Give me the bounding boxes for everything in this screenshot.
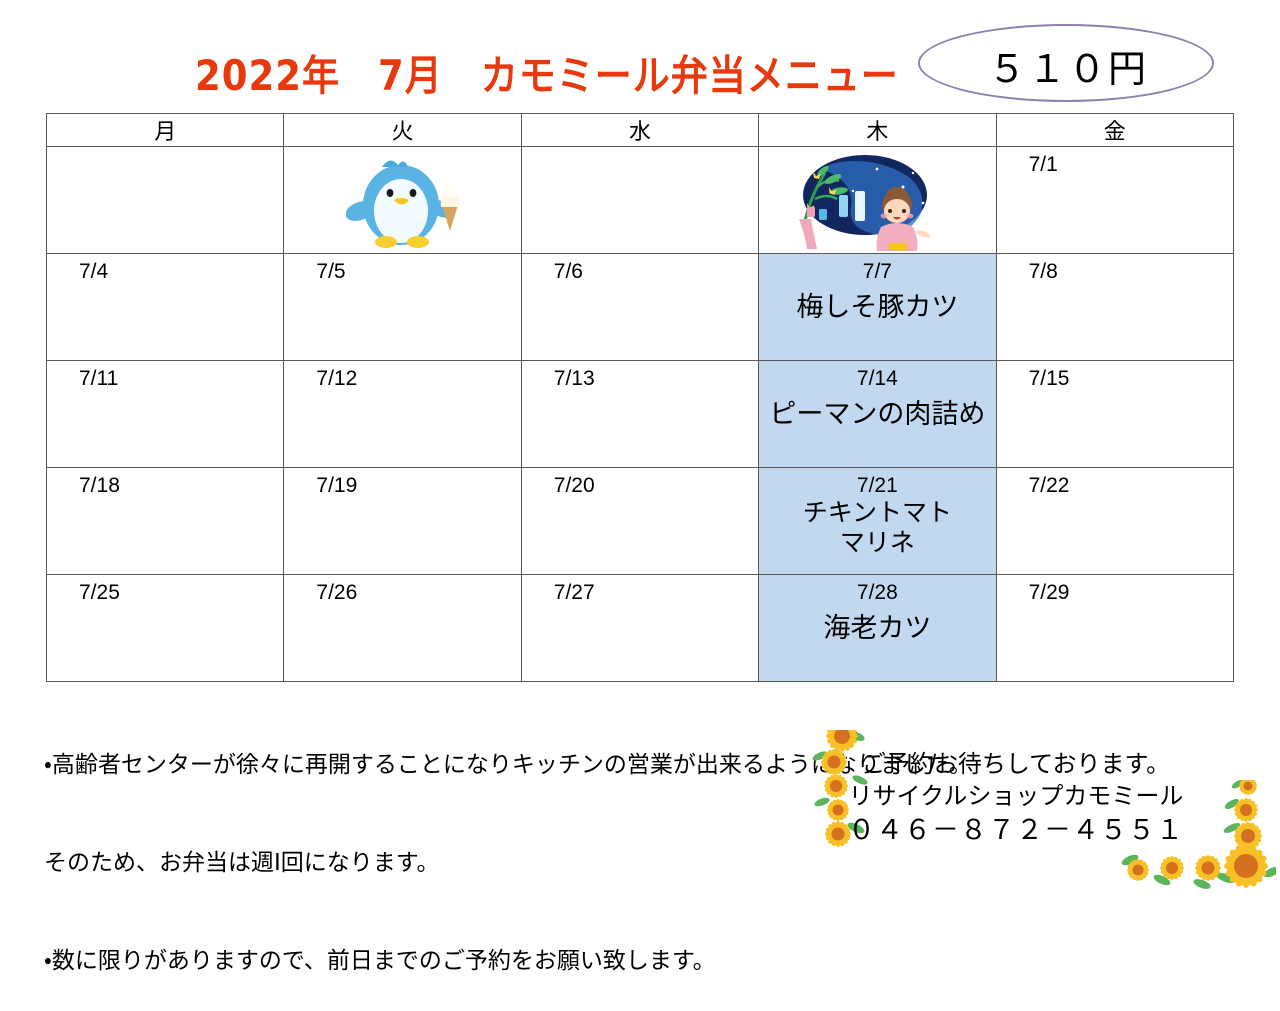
date-label: 7/26 <box>316 581 358 604</box>
calendar-week-row: 7/18 7/19 7/20 7/21 チキントマト マリネ 7/22 <box>45 467 1235 575</box>
note-line-2: そのため、お弁当は週Ⅰ回になります。 <box>44 850 440 877</box>
date-label: 7/20 <box>553 474 595 497</box>
date-label: 7/12 <box>316 367 358 390</box>
calendar-cell[interactable]: 7/25 <box>45 574 285 682</box>
calendar-week-row: 7/11 7/12 7/13 7/14 ピーマンの肉詰め 7/15 <box>45 360 1235 468</box>
date-label: 7/13 <box>553 367 595 390</box>
price-badge: ５１０円 <box>918 24 1214 102</box>
calendar-cell[interactable]: 7/27 <box>520 574 760 682</box>
calendar-cell[interactable]: 7/15 <box>995 360 1235 468</box>
date-label: 7/1 <box>1028 153 1058 176</box>
calendar-week-row: 7/4 7/5 7/6 7/7 梅しそ豚カツ 7/8 <box>45 253 1235 361</box>
date-label: 7/7 <box>862 260 892 283</box>
date-label: 7/22 <box>1028 474 1070 497</box>
date-label: 7/27 <box>553 581 595 604</box>
calendar-cell[interactable]: 7/4 <box>45 253 285 361</box>
note-line-3: ・数に限りがありますので、前日までのご予約をお願い致します。 <box>44 948 716 975</box>
calendar-cell-menu[interactable]: 7/7 梅しそ豚カツ <box>758 253 997 361</box>
date-label: 7/15 <box>1028 367 1070 390</box>
menu-item-name: ピーマンの肉詰め <box>769 399 986 430</box>
sunflower-corner-icon <box>1066 777 1280 890</box>
tanabata-girl-icon <box>777 147 943 251</box>
menu-calendar: 月 火 水 木 金 <box>45 113 1235 682</box>
phone-number: ０４６－８７２－４５５１ <box>848 814 1184 846</box>
weekday-header-wed: 水 <box>520 113 760 147</box>
weekday-header-row: 月 火 水 木 金 <box>45 113 1235 147</box>
weekday-header-thu: 木 <box>758 113 997 147</box>
date-label: 7/21 <box>856 474 898 497</box>
date-label: 7/19 <box>316 474 358 497</box>
date-label: 7/14 <box>856 367 898 390</box>
calendar-cell[interactable]: 7/18 <box>45 467 285 575</box>
calendar-cell[interactable]: 7/1 <box>995 146 1235 254</box>
calendar-cell[interactable]: 7/26 <box>283 574 522 682</box>
calendar-cell[interactable] <box>520 146 760 254</box>
date-label: 7/28 <box>856 581 898 604</box>
calendar-cell-menu[interactable]: 7/14 ピーマンの肉詰め <box>758 360 997 468</box>
weekday-header-mon: 月 <box>45 113 285 147</box>
calendar-cell[interactable]: 7/20 <box>520 467 760 575</box>
menu-item-name: チキントマト マリネ <box>802 498 952 557</box>
calendar-cell-menu[interactable]: 7/21 チキントマト マリネ <box>758 467 997 575</box>
date-label: 7/8 <box>1028 260 1058 283</box>
date-label: 7/29 <box>1028 581 1070 604</box>
menu-item-name: 海老カツ <box>823 613 932 644</box>
calendar-cell[interactable]: 7/22 <box>995 467 1235 575</box>
calendar-cell-menu[interactable]: 7/28 海老カツ <box>758 574 997 682</box>
calendar-cell[interactable]: 7/8 <box>995 253 1235 361</box>
date-label: 7/5 <box>316 260 346 283</box>
note-line-1: ・高齢者センターが徐々に再開することになりキッチンの営業が出来るようになりました… <box>44 752 972 779</box>
calendar-cell[interactable] <box>758 146 997 254</box>
date-label: 7/4 <box>79 260 109 283</box>
calendar-cell[interactable]: 7/5 <box>283 253 522 361</box>
calendar-week-row: 7/25 7/26 7/27 7/28 海老カツ 7/29 <box>45 574 1235 682</box>
calendar-cell[interactable]: 7/12 <box>283 360 522 468</box>
weekday-header-tue: 火 <box>283 113 522 147</box>
page-header: 2022年 7月 カモミール弁当メニュー ５１０円 <box>0 0 1280 110</box>
calendar-cell[interactable] <box>45 146 285 254</box>
page-title: 2022年 7月 カモミール弁当メニュー <box>195 52 899 101</box>
price-value: ５１０円 <box>987 46 1148 91</box>
calendar-cell[interactable] <box>283 146 522 254</box>
date-label: 7/25 <box>79 581 120 604</box>
contact-block: ご予約お待ちしております。 リサイクルショップカモミール ０４６－８７２－４５５… <box>836 748 1196 849</box>
date-label: 7/11 <box>79 367 119 390</box>
calendar-week-row: 7/1 <box>45 146 1235 254</box>
calendar-cell[interactable]: 7/19 <box>283 467 522 575</box>
calendar-cell[interactable]: 7/6 <box>520 253 760 361</box>
reservation-message: ご予約お待ちしております。 <box>861 750 1171 778</box>
calendar-cell[interactable]: 7/11 <box>45 360 285 468</box>
menu-item-name: 梅しそ豚カツ <box>796 292 959 323</box>
date-label: 7/18 <box>79 474 120 497</box>
calendar-cell[interactable]: 7/29 <box>995 574 1235 682</box>
footer-notes: ・高齢者センターが徐々に再開することになりキッチンの営業が出来るようになりました… <box>44 684 972 1011</box>
weekday-header-fri: 金 <box>995 113 1235 147</box>
date-label: 7/6 <box>553 260 583 283</box>
penguin-ice-cream-icon <box>345 153 466 249</box>
shop-name: リサイクルショップカモミール <box>848 782 1184 811</box>
calendar-cell[interactable]: 7/13 <box>520 360 760 468</box>
